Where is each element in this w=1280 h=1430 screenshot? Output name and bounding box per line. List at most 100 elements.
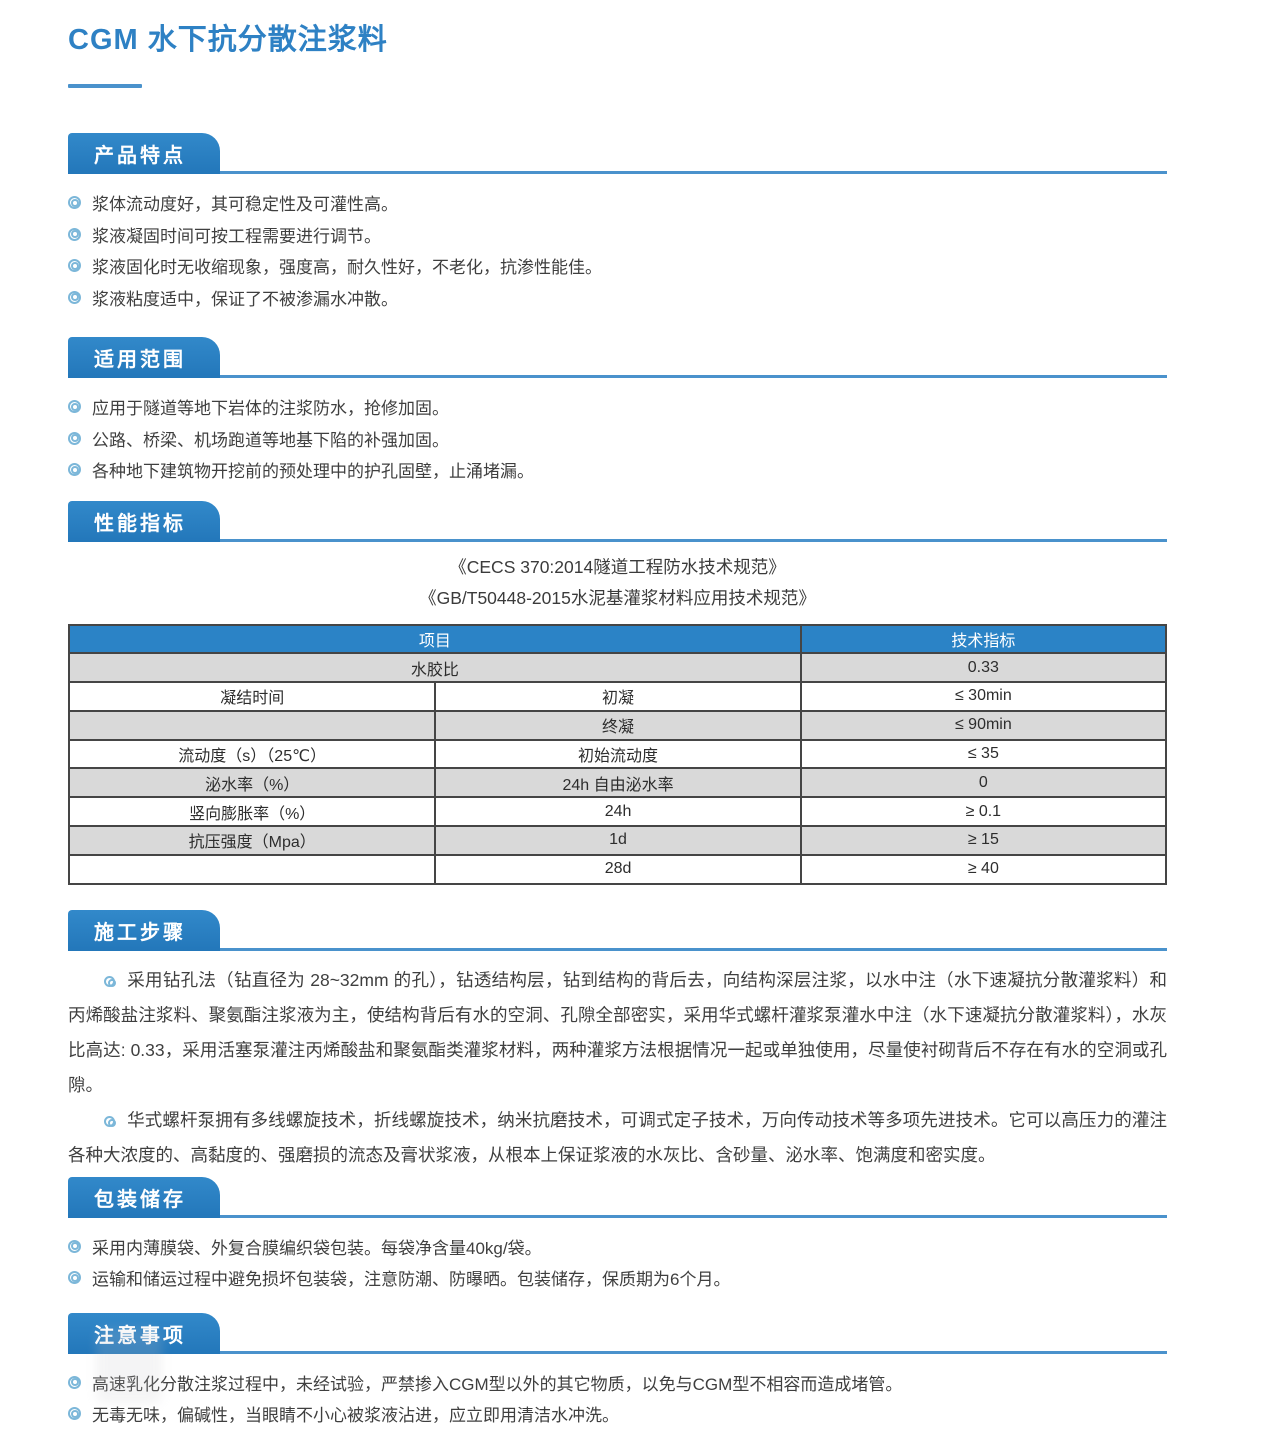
list-item: 浆液粘度适中，保证了不被渗漏水冲散。 xyxy=(68,282,1167,314)
section-heading: 适用范围 xyxy=(94,349,186,371)
table-cell-label: 泌水率（%） xyxy=(67,767,437,799)
step-text: 华式螺杆泵拥有多线螺旋技术，折线螺旋技术，纳米抗磨技术，可调式定子技术，万向传动… xyxy=(68,1109,1167,1165)
list-item: 各种地下建筑物开挖前的预处理中的护孔固壁，止涌堵漏。 xyxy=(68,454,1167,486)
bullet-icon xyxy=(104,975,116,988)
table-cell-label xyxy=(67,853,437,885)
bullet-text: 采用内薄膜袋、外复合膜编织袋包装。每袋净含量40kg/袋。 xyxy=(92,1238,542,1258)
standard-reference: 《GB/T50448-2015水泥基灌浆材料应用技术规范》 xyxy=(419,587,816,608)
notes-list: 高速乳化分散注浆过程中，未经试验，严禁掺入CGM型以外的其它物质，以免与CGM型… xyxy=(68,1367,1167,1430)
section-heading: 注意事项 xyxy=(94,1324,186,1347)
table-cell-sub: 28d xyxy=(434,853,802,885)
bullet-icon xyxy=(68,227,81,241)
section-header-rule: 性能指标 xyxy=(68,500,1167,542)
performance-table: 项目 技术指标 水胶比 0.33 凝结时间 初凝 ≤ 30min xyxy=(67,623,1168,885)
section-header-rule: 注意事项 xyxy=(68,1312,1167,1354)
table-row: 28d ≥ 40 xyxy=(67,853,1168,885)
bullet-text: 浆液粘度适中，保证了不被渗漏水冲散。 xyxy=(92,289,398,309)
bullet-text: 浆体流动度好，其可稳定性及可灌性高。 xyxy=(92,195,398,215)
section-construction: 施工步骤 采用钻孔法（钻直径为 28~32mm 的孔），钻透结构层，钻到结构的背… xyxy=(68,909,1167,1173)
table-cell-sub: 1d xyxy=(434,825,802,856)
column-header-indicator: 技术指标 xyxy=(799,623,1168,655)
table-row: 终凝 ≤ 90min xyxy=(67,709,1168,741)
scope-list: 应用于隧道等地下岩体的注浆防水，抢修加固。 公路、桥梁、机场跑道等地基下陷的补强… xyxy=(68,391,1167,486)
bullet-text: 运输和储运过程中避免损坏包装袋，注意防潮、防曝晒。包装储存，保质期为6个月。 xyxy=(92,1270,731,1290)
table-row: 抗压强度（Mpa） 1d ≥ 15 xyxy=(67,825,1168,856)
table-cell-value: ≥ 40 xyxy=(799,853,1168,885)
table-cell-value: ≤ 90min xyxy=(799,709,1168,741)
table-header-row: 项目 技术指标 xyxy=(68,623,1168,655)
step-text: 采用钻孔法（钻直径为 28~32mm 的孔），钻透结构层，钻到结构的背后去，向结… xyxy=(68,969,1167,1095)
table-cell-value: 0.33 xyxy=(799,652,1168,684)
table-cell-label: 抗压强度（Mpa） xyxy=(67,825,437,856)
table-row: 泌水率（%） 24h 自由泌水率 0 xyxy=(67,767,1168,799)
section-header-rule: 适用范围 xyxy=(68,337,1167,378)
table-cell-value: ≥ 15 xyxy=(799,825,1168,856)
section-header-rule: 包装储存 xyxy=(68,1176,1167,1218)
bullet-text: 高速乳化分散注浆过程中，未经试验，严禁掺入CGM型以外的其它物质，以免与CGM型… xyxy=(92,1374,903,1394)
list-item: 浆液凝固时间可按工程需要进行调节。 xyxy=(68,219,1167,251)
table-row: 凝结时间 初凝 ≤ 30min xyxy=(67,681,1168,712)
bullet-icon xyxy=(68,431,81,445)
list-item: 应用于隧道等地下岩体的注浆防水，抢修加固。 xyxy=(68,391,1167,423)
table-cell-sub: 初始流动度 xyxy=(434,738,802,770)
table-cell-sub: 终凝 xyxy=(434,709,802,741)
section-heading: 性能指标 xyxy=(94,512,186,535)
bullet-text: 无毒无味，偏碱性，当眼睛不小心被浆液沾进，应立即用清洁水冲洗。 xyxy=(92,1406,619,1426)
bullet-icon xyxy=(68,1375,81,1389)
section-header-rule: 施工步骤 xyxy=(68,909,1167,951)
section-features: 产品特点 浆体流动度好，其可稳定性及可灌性高。 浆液凝固时间可按工程需要进行调节… xyxy=(68,133,1167,313)
table-cell-label: 水胶比 xyxy=(68,652,802,684)
construction-steps: 采用钻孔法（钻直径为 28~32mm 的孔），钻透结构层，钻到结构的背后去，向结… xyxy=(68,963,1167,1173)
bullet-text: 公路、桥梁、机场跑道等地基下陷的补强加固。 xyxy=(92,430,449,450)
section-header-rule: 产品特点 xyxy=(68,133,1167,174)
bullet-icon xyxy=(68,1271,81,1285)
table-cell-label xyxy=(67,709,437,741)
watermark xyxy=(96,1328,162,1404)
standard-reference: 《CECS 370:2014隧道工程防水技术规范》 xyxy=(449,556,786,577)
bullet-text: 浆液固化时无收缩现象，强度高，耐久性好，不老化，抗渗性能佳。 xyxy=(92,258,602,278)
title-underline xyxy=(68,84,142,88)
table-row: 竖向膨胀率（%） 24h ≥ 0.1 xyxy=(67,796,1168,828)
list-item: 无毒无味，偏碱性，当眼睛不小心被浆液沾进，应立即用清洁水冲洗。 xyxy=(68,1398,1167,1430)
bullet-icon xyxy=(68,463,81,477)
section-performance: 性能指标 《CECS 370:2014隧道工程防水技术规范》 《GB/T5044… xyxy=(67,500,1168,885)
section-tab-notes: 注意事项 xyxy=(68,1312,220,1354)
list-item: 浆液固化时无收缩现象，强度高，耐久性好，不老化，抗渗性能佳。 xyxy=(68,250,1167,282)
bullet-icon xyxy=(68,1407,81,1421)
bullet-icon xyxy=(104,1115,116,1128)
list-item: 公路、桥梁、机场跑道等地基下陷的补强加固。 xyxy=(68,423,1167,455)
table-cell-sub: 24h 自由泌水率 xyxy=(434,767,802,799)
step-paragraph: 采用钻孔法（钻直径为 28~32mm 的孔），钻透结构层，钻到结构的背后去，向结… xyxy=(68,963,1167,1103)
bullet-icon xyxy=(68,400,81,414)
list-item: 高速乳化分散注浆过程中，未经试验，严禁掺入CGM型以外的其它物质，以免与CGM型… xyxy=(68,1367,1167,1399)
step-paragraph: 华式螺杆泵拥有多线螺旋技术，折线螺旋技术，纳米抗磨技术，可调式定子技术，万向传动… xyxy=(68,1103,1167,1173)
content-column: CGM 水下抗分散注浆料 产品特点 浆体流动度好，其可稳定性及可灌性高。 浆液凝… xyxy=(67,0,1168,1430)
table-cell-sub: 初凝 xyxy=(434,681,802,712)
standards-block: 《CECS 370:2014隧道工程防水技术规范》 《GB/T50448-201… xyxy=(68,552,1167,614)
section-scope: 适用范围 应用于隧道等地下岩体的注浆防水，抢修加固。 公路、桥梁、机场跑道等地基… xyxy=(68,337,1167,486)
section-tab-packaging: 包装储存 xyxy=(68,1176,220,1218)
bullet-icon xyxy=(68,290,81,304)
section-heading: 施工步骤 xyxy=(94,921,186,944)
list-item: 采用内薄膜袋、外复合膜编织袋包装。每袋净含量40kg/袋。 xyxy=(68,1231,1167,1263)
table-cell-value: ≤ 30min xyxy=(799,681,1168,712)
bullet-icon xyxy=(68,196,81,210)
section-tab-scope: 适用范围 xyxy=(68,337,220,378)
section-heading: 包装储存 xyxy=(94,1188,186,1211)
section-tab-construction: 施工步骤 xyxy=(68,909,220,951)
table-cell-label: 竖向膨胀率（%） xyxy=(67,796,437,828)
table-cell-label: 流动度（s）（25℃） xyxy=(67,738,437,770)
bullet-text: 应用于隧道等地下岩体的注浆防水，抢修加固。 xyxy=(92,399,449,419)
section-tab-performance: 性能指标 xyxy=(68,500,220,542)
performance-table-wrap: 项目 技术指标 水胶比 0.33 凝结时间 初凝 ≤ 30min xyxy=(67,623,1168,885)
table-cell-sub: 24h xyxy=(434,796,802,828)
table-cell-value: ≤ 35 xyxy=(799,738,1168,770)
bullet-icon xyxy=(68,259,81,273)
packaging-list: 采用内薄膜袋、外复合膜编织袋包装。每袋净含量40kg/袋。 运输和储运过程中避免… xyxy=(68,1231,1167,1294)
list-item: 运输和储运过程中避免损坏包装袋，注意防潮、防曝晒。包装储存，保质期为6个月。 xyxy=(68,1262,1167,1294)
bullet-text: 各种地下建筑物开挖前的预处理中的护孔固壁，止涌堵漏。 xyxy=(92,462,534,482)
feature-list: 浆体流动度好，其可稳定性及可灌性高。 浆液凝固时间可按工程需要进行调节。 浆液固… xyxy=(68,187,1167,313)
column-header-item: 项目 xyxy=(68,623,802,655)
table-cell-value: 0 xyxy=(799,767,1168,799)
bullet-text: 浆液凝固时间可按工程需要进行调节。 xyxy=(92,226,381,246)
